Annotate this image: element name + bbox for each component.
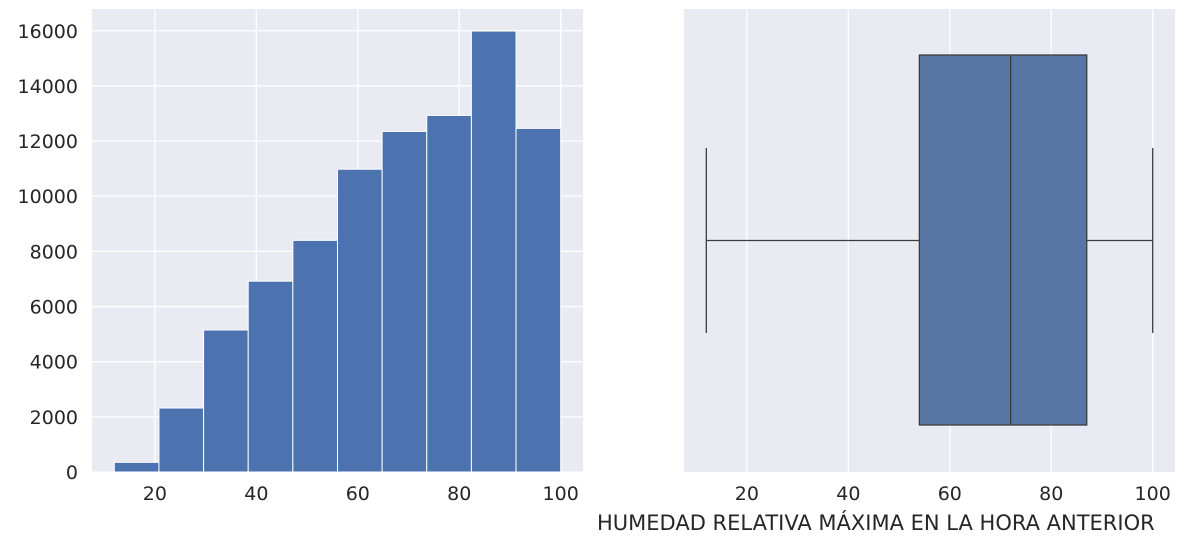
histogram-x-tick-label: 60: [346, 483, 370, 505]
histogram-bar: [515, 127, 562, 473]
histogram-bar: [292, 239, 339, 473]
histogram-x-tick-label: 80: [447, 483, 471, 505]
histogram-bar: [470, 30, 517, 473]
histogram-bar: [158, 407, 205, 473]
boxplot-x-tick-labels: 20 40 60 80 100: [735, 483, 1171, 505]
histogram-y-tick-label: 4000: [30, 352, 78, 374]
boxplot-x-tick-label: 100: [1135, 483, 1171, 505]
histogram-x-tick-labels: 20 40 60 80 100: [143, 483, 579, 505]
histogram-bar: [381, 130, 428, 473]
histogram-bar: [113, 461, 160, 473]
histogram-y-tick-labels: 0 2000 4000 6000 8000 10000 12000 14000 16000: [18, 21, 78, 484]
histogram-x-tick-label: 20: [143, 483, 167, 505]
histogram-bar: [203, 329, 249, 473]
histogram-x-tick-label: 100: [543, 483, 579, 505]
boxplot-box: [705, 54, 1154, 426]
histogram-y-tick-label: 0: [66, 462, 78, 484]
histogram-y-tick-label: 10000: [18, 186, 78, 208]
histogram-y-tick-label: 2000: [30, 407, 78, 429]
boxplot-x-tick-label: 80: [1039, 483, 1063, 505]
histogram-y-tick-label: 8000: [30, 241, 78, 263]
histogram-bar: [247, 280, 294, 473]
boxplot-iqr-box: [918, 54, 1088, 426]
histogram-y-tick-label: 6000: [30, 297, 78, 319]
boxplot-x-tick-label: 40: [836, 483, 860, 505]
histogram-y-tick-label: 12000: [18, 131, 78, 153]
histogram-y-tick-label: 16000: [18, 21, 78, 43]
histogram-panel: 20 40 60 80 100 0 2000 4000 6000 8000 10000 12000 1…: [18, 9, 583, 505]
histogram-bar: [337, 168, 383, 473]
boxplot-x-axis-label: HUMEDAD RELATIVA MÁXIMA EN LA HORA ANTER…: [597, 510, 1155, 535]
histogram-bars: [113, 30, 562, 473]
boxplot-panel: 20 40 60 80 100 HUMEDAD RELATIVA MÁXIMA EN L…: [597, 9, 1175, 535]
boxplot-x-tick-label: 20: [735, 483, 759, 505]
histogram-y-tick-label: 14000: [18, 76, 78, 98]
histogram-bar: [426, 114, 472, 473]
histogram-x-tick-label: 40: [244, 483, 268, 505]
boxplot-x-tick-label: 60: [938, 483, 962, 505]
